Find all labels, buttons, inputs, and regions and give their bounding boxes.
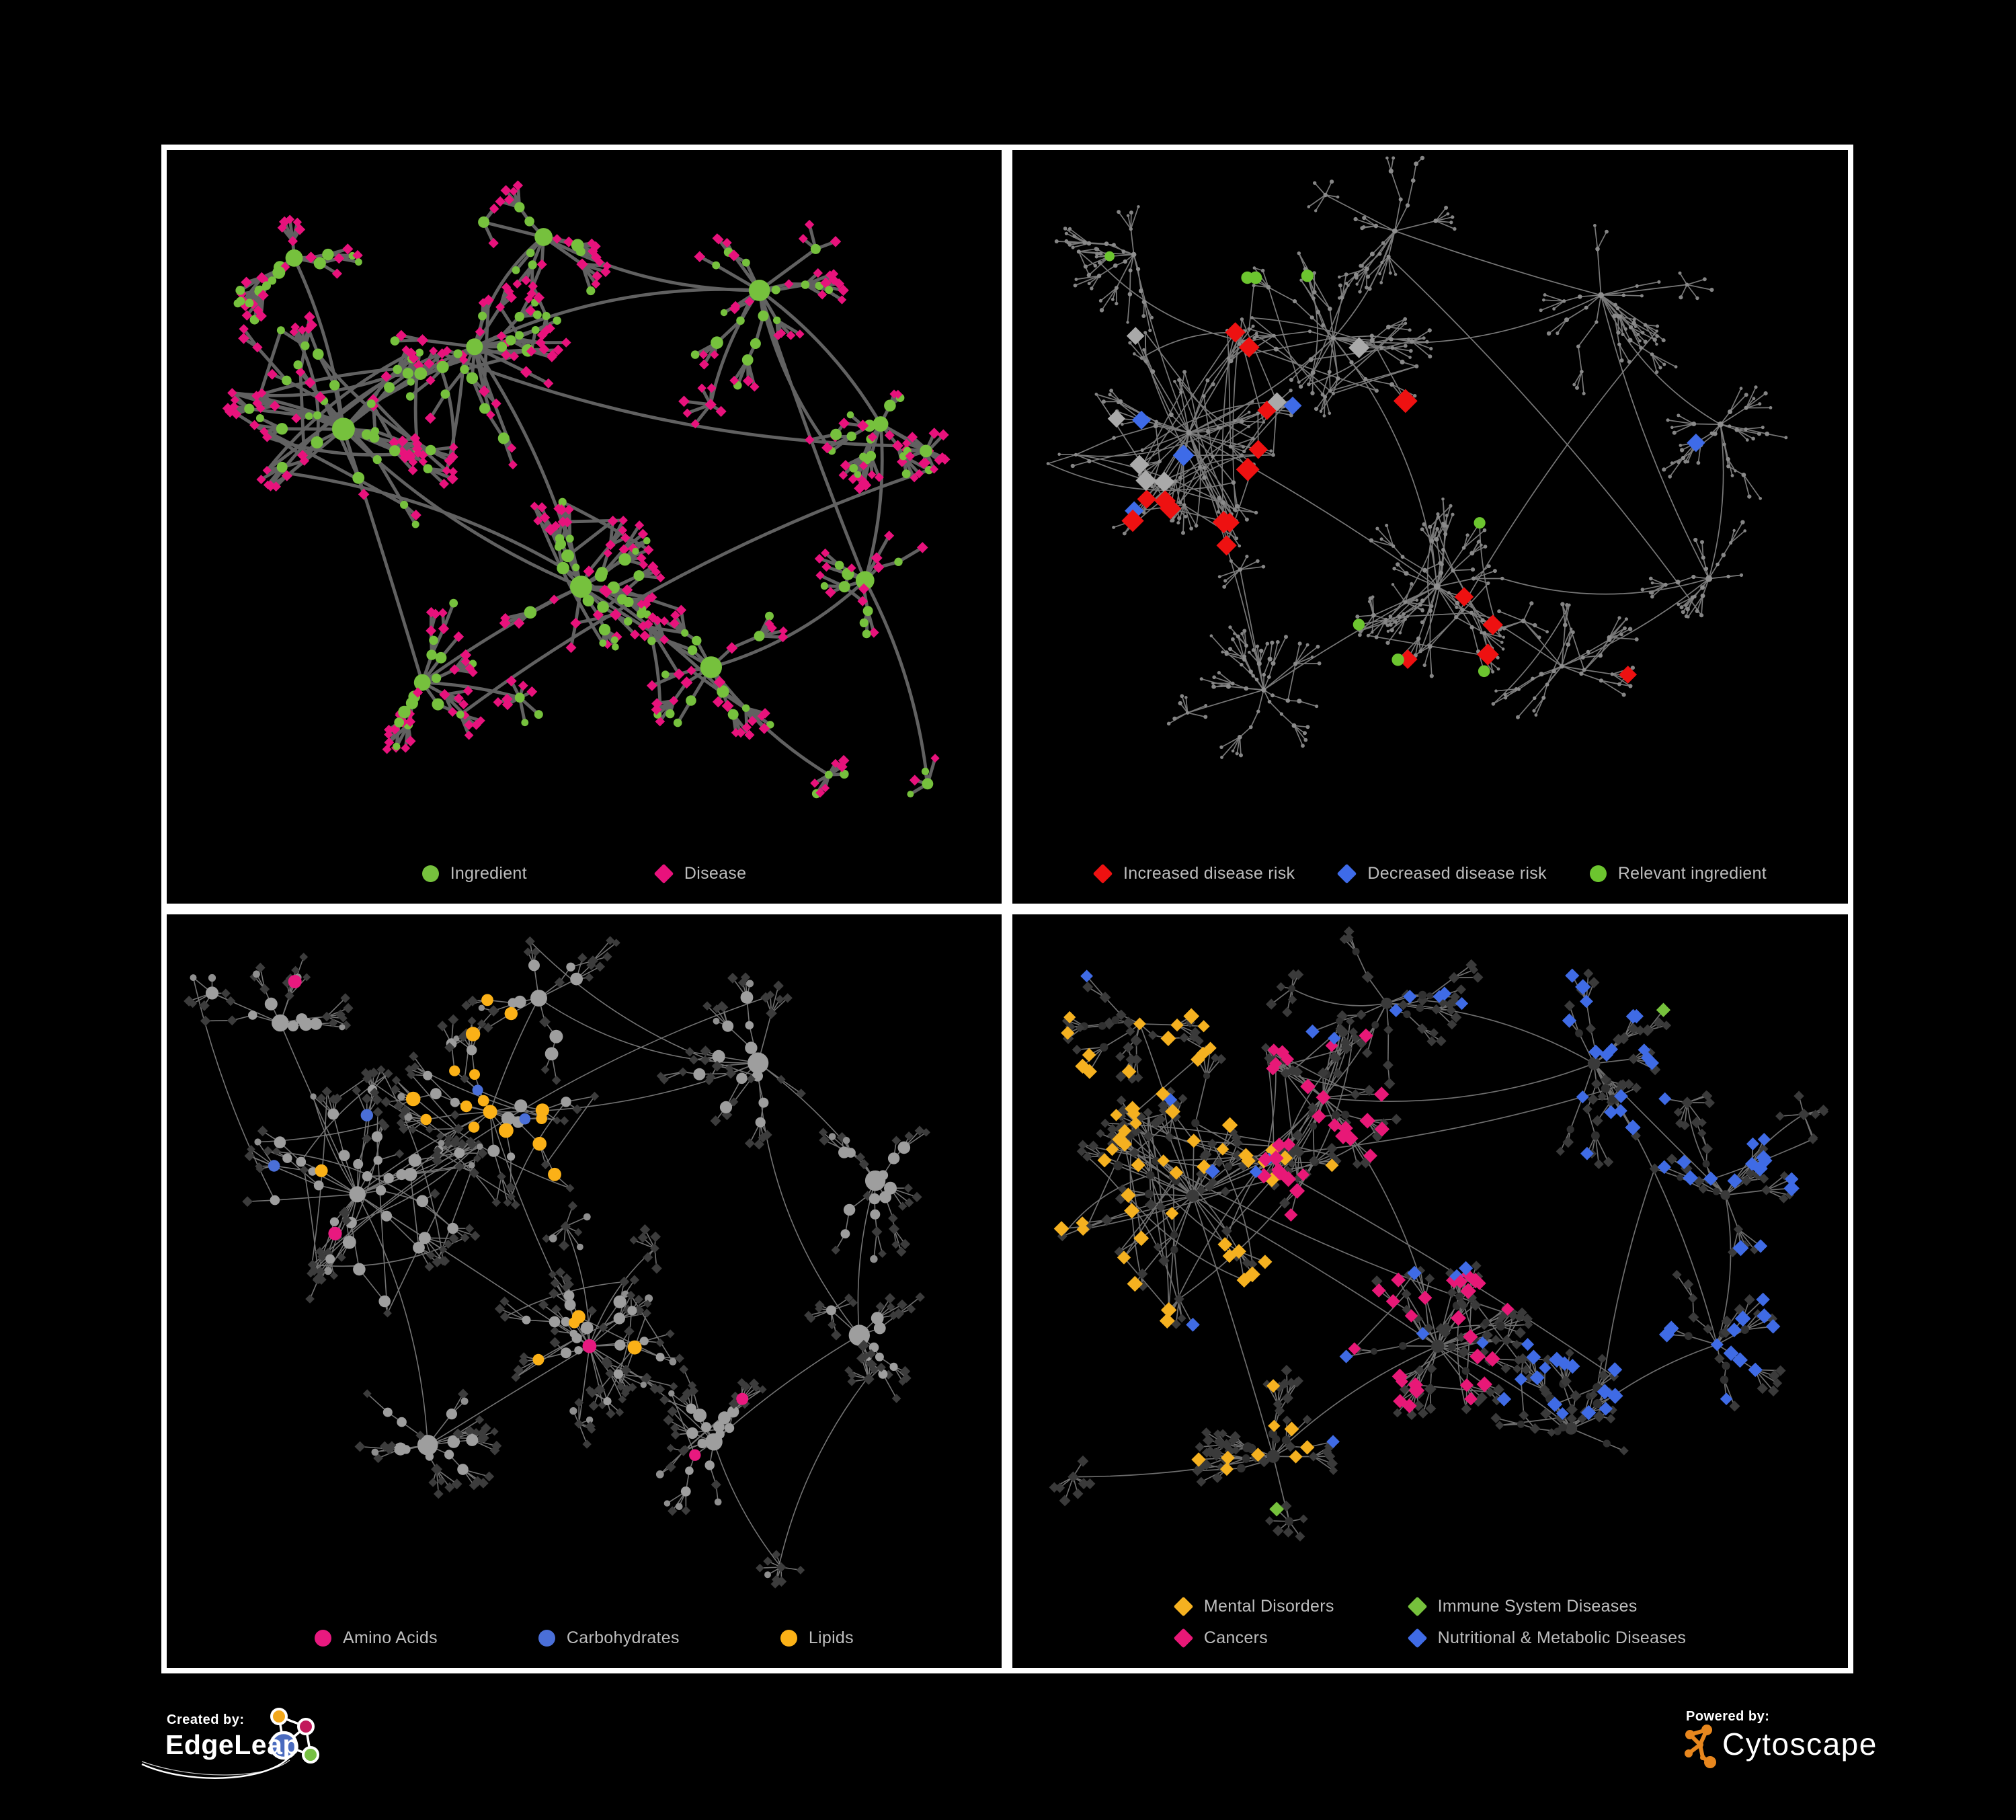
edgeleap-green-node <box>302 1746 319 1764</box>
legend-label: Disease <box>684 864 747 883</box>
legend-label: Ingredient <box>450 864 527 883</box>
legend-label: Amino Acids <box>343 1628 438 1647</box>
legend-label: Nutritional & Metabolic Diseases <box>1437 1628 1687 1647</box>
macronutrient-network-graph <box>184 936 930 1589</box>
diamond-marker <box>653 863 674 884</box>
legend-item-immune-system-diseases: Immune System Diseases <box>1407 1596 1686 1617</box>
legend-label: Increased disease risk <box>1123 864 1295 883</box>
powered-by-label: Powered by: <box>1686 1709 1770 1724</box>
ingredient-disease-network-graph <box>222 180 951 799</box>
circle-marker <box>421 865 439 882</box>
legend-item-carbohydrates: Carbohydrates <box>538 1628 680 1648</box>
diamond-marker <box>1173 1628 1194 1649</box>
legend-item-lipids: Lipids <box>780 1628 854 1648</box>
diamond-marker <box>1337 863 1357 884</box>
panel-disease-categories: Mental Disorders Immune System Diseases Ca… <box>1007 909 1853 1673</box>
diamond-marker <box>1092 863 1113 884</box>
edgeleap-brand: EdgeLeap <box>165 1729 300 1760</box>
edgeleap-orange-node <box>270 1708 288 1725</box>
panel-ingredient-disease: Ingredient Disease <box>161 145 1007 909</box>
legend-item-amino-acids: Amino Acids <box>315 1628 438 1648</box>
legend-item-disease: Disease <box>653 863 747 884</box>
edgeleap-logo <box>141 1708 319 1779</box>
legend-item-cancers: Cancers <box>1173 1628 1334 1649</box>
legend-label: Lipids <box>808 1628 854 1647</box>
panel-macronutrients: Amino Acids Carbohydrates Lipids <box>161 909 1007 1673</box>
disease-risk-network-graph <box>1046 155 1788 759</box>
legend-item-mental-disorders: Mental Disorders <box>1173 1596 1334 1617</box>
panel-disease-risk: Increased disease risk Decreased disease … <box>1007 145 1853 909</box>
diamond-marker <box>1407 1628 1427 1649</box>
diamond-marker <box>1407 1596 1427 1617</box>
cytoscape-logo <box>1685 1725 1716 1768</box>
legend-item-nutritional-metabolic-diseases: Nutritional & Metabolic Diseases <box>1407 1628 1687 1649</box>
circle-marker <box>538 1630 555 1647</box>
circle-marker <box>780 1630 797 1647</box>
legend-macronutrients: Amino Acids Carbohydrates Lipids <box>167 1628 1002 1648</box>
legend-label: Cancers <box>1203 1628 1268 1647</box>
figure-grid: Ingredient Disease Increased disease risk… <box>161 145 1853 1673</box>
edgeleap-pink-node <box>297 1718 315 1735</box>
edgeleap-blue-node <box>269 1731 298 1760</box>
legend-item-decreased-disease-risk: Decreased disease risk <box>1337 863 1547 884</box>
legend-disease-categories: Mental Disorders Immune System Diseases Ca… <box>1012 1596 1848 1649</box>
created-by-label: Created by: <box>167 1712 245 1727</box>
legend-label: Immune System Diseases <box>1437 1597 1638 1616</box>
diamond-marker <box>1173 1596 1194 1617</box>
legend-label: Carbohydrates <box>566 1628 680 1647</box>
legend-item-ingredient: Ingredient <box>421 864 527 883</box>
legend-item-relevant-ingredient: Relevant ingredient <box>1589 864 1767 883</box>
circle-marker <box>315 1630 332 1647</box>
legend-ingredient-disease: Ingredient Disease <box>167 863 1002 884</box>
circle-marker <box>1589 865 1607 882</box>
disease-category-network-graph <box>1049 926 1829 1542</box>
legend-label: Relevant ingredient <box>1617 864 1767 883</box>
legend-item-increased-disease-risk: Increased disease risk <box>1092 863 1295 884</box>
legend-label: Decreased disease risk <box>1367 864 1547 883</box>
legend-label: Mental Disorders <box>1203 1597 1334 1616</box>
legend-disease-risk: Increased disease risk Decreased disease … <box>1012 863 1848 884</box>
cytoscape-brand: Cytoscape <box>1722 1727 1878 1762</box>
